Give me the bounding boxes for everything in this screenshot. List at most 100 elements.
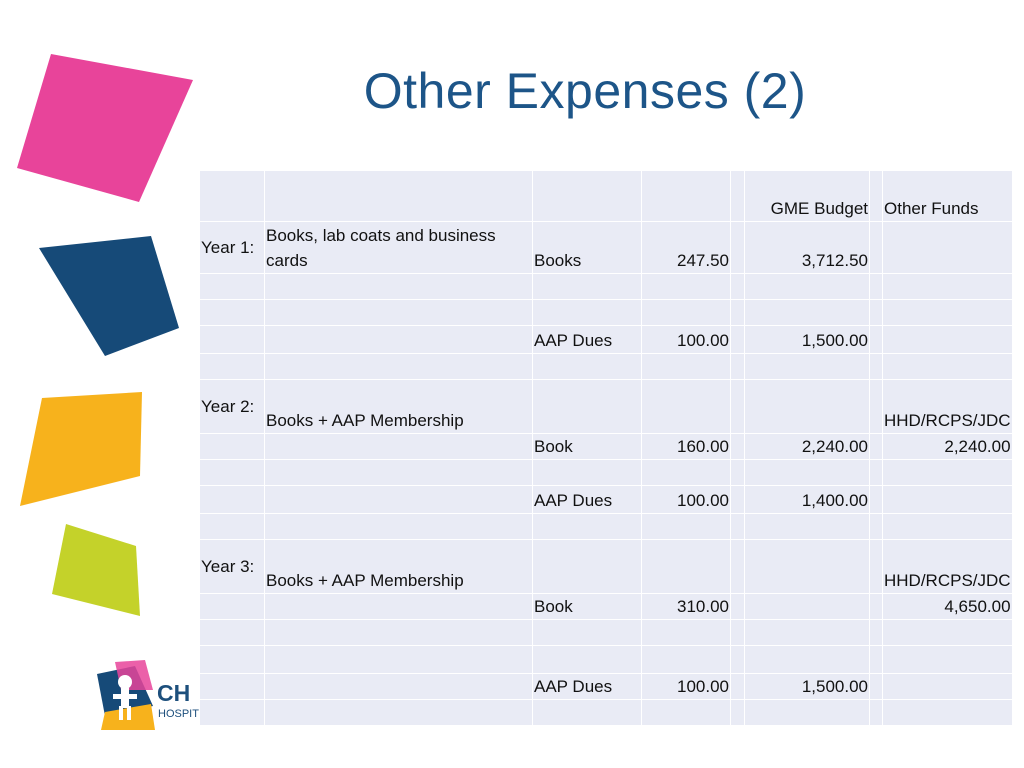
table-cell: AAP Dues: [532, 485, 642, 514]
table-cell: [869, 593, 883, 620]
table-cell: [882, 619, 1013, 646]
table-cell: [641, 379, 731, 434]
table-cell: [882, 353, 1013, 380]
hospital-logo-icon: [97, 660, 155, 730]
table-cell: AAP Dues: [532, 673, 642, 700]
table-cell: 1,400.00: [744, 485, 870, 514]
table-cell: [199, 353, 265, 380]
table-cell: [264, 485, 533, 514]
table-cell: [532, 273, 642, 300]
table-cell: 160.00: [641, 433, 731, 460]
table-cell: Books: [532, 221, 642, 274]
table-cell: [730, 645, 745, 674]
table-row: Book 160.00 2,240.00 2,240.00: [199, 433, 1013, 460]
table-cell: [730, 699, 745, 726]
table-cell: [199, 273, 265, 300]
table-cell: [730, 221, 745, 274]
table-cell: HHD/RCPS/JDC: [882, 379, 1013, 434]
table-row: [199, 273, 1013, 300]
table-cell: [532, 539, 642, 594]
table-cell: [882, 485, 1013, 514]
table-cell: [730, 170, 745, 222]
table-cell: AAP Dues: [532, 325, 642, 354]
table-cell: 100.00: [641, 325, 731, 354]
table-cell: [641, 699, 731, 726]
table-cell: [199, 619, 265, 646]
table-cell: [641, 299, 731, 326]
table-cell: [264, 513, 533, 540]
table-cell: [744, 353, 870, 380]
table-row: AAP Dues 100.00 1,400.00: [199, 485, 1013, 514]
table-cell: [264, 170, 533, 222]
table-cell: [532, 619, 642, 646]
table-cell: [264, 673, 533, 700]
table-cell: [264, 619, 533, 646]
table-cell: [869, 379, 883, 434]
table-cell: [641, 513, 731, 540]
table-cell: Book: [532, 593, 642, 620]
table-row: Book 310.00 4,650.00: [199, 593, 1013, 620]
table-cell: [641, 353, 731, 380]
table-cell: [641, 273, 731, 300]
table-cell: [730, 325, 745, 354]
table-cell: [882, 699, 1013, 726]
table-cell: [869, 699, 883, 726]
yellow-shape: [20, 392, 142, 506]
table-row: [199, 299, 1013, 326]
logo-wordmark: CH: [157, 680, 191, 706]
table-cell: [730, 619, 745, 646]
table-cell: [869, 353, 883, 380]
table-cell: [882, 459, 1013, 486]
table-row: [199, 513, 1013, 540]
table-cell: Books + AAP Membership: [264, 379, 533, 434]
table-header-row: GME Budget Other Funds: [199, 170, 1013, 222]
table-cell: [532, 379, 642, 434]
table-cell: [641, 459, 731, 486]
table-cell: [199, 170, 265, 222]
table-cell: [641, 539, 731, 594]
table-cell: [641, 619, 731, 646]
table-cell: [869, 299, 883, 326]
table-cell: Year 2:: [199, 379, 265, 434]
table-cell: [264, 645, 533, 674]
table-cell: [264, 353, 533, 380]
table-cell: [532, 513, 642, 540]
table-cell: Year 1:: [199, 221, 265, 274]
table-cell: [744, 619, 870, 646]
table-cell: [869, 513, 883, 540]
table-cell: 1,500.00: [744, 673, 870, 700]
table-cell: [869, 619, 883, 646]
table-row: Year 1: Books, lab coats and business car…: [199, 221, 1013, 274]
table-cell: [744, 539, 870, 594]
table-cell: [730, 273, 745, 300]
table-cell: [199, 673, 265, 700]
table-cell: [264, 459, 533, 486]
table-cell: 3,712.50: [744, 221, 870, 274]
table-cell: [744, 379, 870, 434]
table-cell: [264, 593, 533, 620]
table-cell: 1,500.00: [744, 325, 870, 354]
table-cell: [869, 170, 883, 222]
table-cell: Book: [532, 433, 642, 460]
column-header-gme-budget: GME Budget: [744, 170, 870, 222]
table-cell: [744, 593, 870, 620]
table-cell: 100.00: [641, 673, 731, 700]
table-cell: Year 3:: [199, 539, 265, 594]
slide-title: Other Expenses (2): [363, 63, 807, 119]
table-cell: [532, 459, 642, 486]
table-cell: [882, 325, 1013, 354]
table-cell: [869, 645, 883, 674]
table-cell: 310.00: [641, 593, 731, 620]
navy-shape: [39, 236, 179, 356]
table-cell: [882, 221, 1013, 274]
table-row: [199, 645, 1013, 674]
table-cell: [869, 273, 883, 300]
pink-shape: [17, 54, 193, 202]
table-cell: 4,650.00: [882, 593, 1013, 620]
table-cell: [882, 273, 1013, 300]
expenses-table: GME Budget Other Funds Year 1: Books, lab…: [199, 170, 1013, 726]
table-cell: Books, lab coats and business cards: [264, 221, 533, 274]
table-cell: [264, 433, 533, 460]
table-cell: 2,240.00: [882, 433, 1013, 460]
table-cell: [264, 273, 533, 300]
